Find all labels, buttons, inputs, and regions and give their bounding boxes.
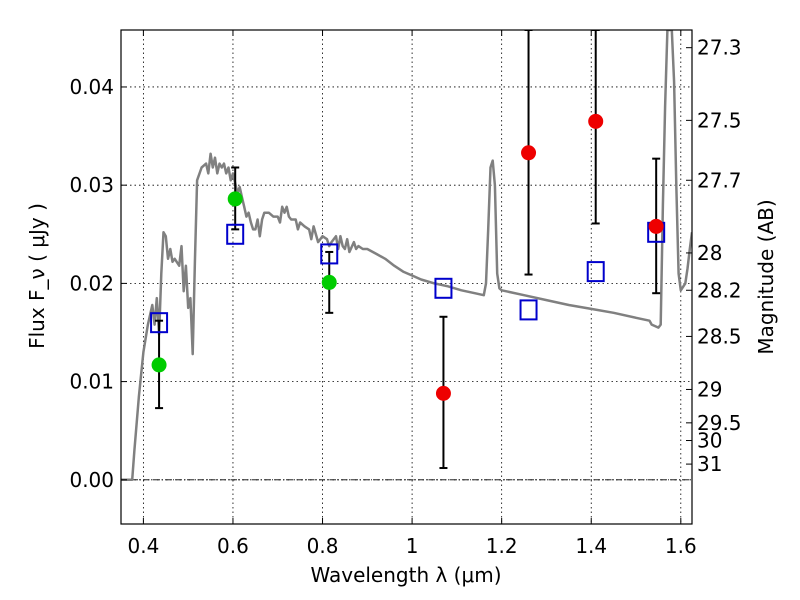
detection-point	[321, 274, 337, 290]
tick-labels: 0.4 0.6 0.8 1 1.2 1.4 1.6 0.00 0.01 0.02 0.03 0.04 2…	[69, 36, 741, 558]
nondetection-point	[588, 113, 604, 129]
model-point-square	[320, 243, 339, 265]
model-point-square	[434, 277, 453, 299]
y-tick-label: 0.04	[69, 75, 114, 99]
right-tick-label: 30	[697, 429, 722, 453]
tick-marks	[121, 30, 692, 524]
right-tick-label: 29	[697, 377, 722, 401]
right-tick-label: 28	[697, 241, 722, 265]
right-tick-label: 27.3	[697, 36, 742, 60]
right-tick-label: 27.7	[697, 168, 742, 192]
right-tick-label: 28.2	[697, 278, 742, 302]
right-tick-label: 29.5	[697, 411, 742, 435]
y-tick-label: 0.02	[69, 271, 114, 295]
x-tick-label: 1.4	[575, 534, 607, 558]
y-tick-label: 0.01	[69, 370, 114, 394]
plot-area	[121, 30, 692, 482]
grid-lines	[121, 30, 692, 524]
sed-model-line	[121, 30, 692, 482]
x-tick-label: 1	[406, 534, 419, 558]
nondetection-point	[435, 385, 451, 401]
nondetection-point	[521, 145, 537, 161]
x-tick-label: 0.8	[307, 534, 339, 558]
y-tick-label: 0.00	[69, 468, 114, 492]
model-point-square	[226, 223, 245, 245]
detection-point	[151, 357, 167, 373]
model-point-square	[150, 312, 169, 334]
right-tick-label: 31	[697, 452, 722, 476]
x-tick-label: 0.6	[217, 534, 249, 558]
x-tick-label: 1.6	[665, 534, 697, 558]
x-tick-label: 0.4	[127, 534, 159, 558]
right-tick-label: 28.5	[697, 324, 742, 348]
y-tick-label: 0.03	[69, 173, 114, 197]
plot-frame	[120, 29, 693, 525]
y-axis-label-right: Magnitude (AB)	[754, 199, 778, 354]
x-tick-label: 1.2	[486, 534, 518, 558]
nondetection-point	[648, 218, 664, 234]
right-tick-label: 27.5	[697, 108, 742, 132]
axes-frame	[120, 29, 693, 525]
x-axis-label: Wavelength λ (μm)	[310, 563, 501, 587]
detection-point	[227, 191, 243, 207]
model-point-square	[519, 299, 538, 321]
y-axis-label-left: Flux F_ν ( μJy )	[25, 203, 49, 349]
model-point-square	[586, 261, 605, 283]
